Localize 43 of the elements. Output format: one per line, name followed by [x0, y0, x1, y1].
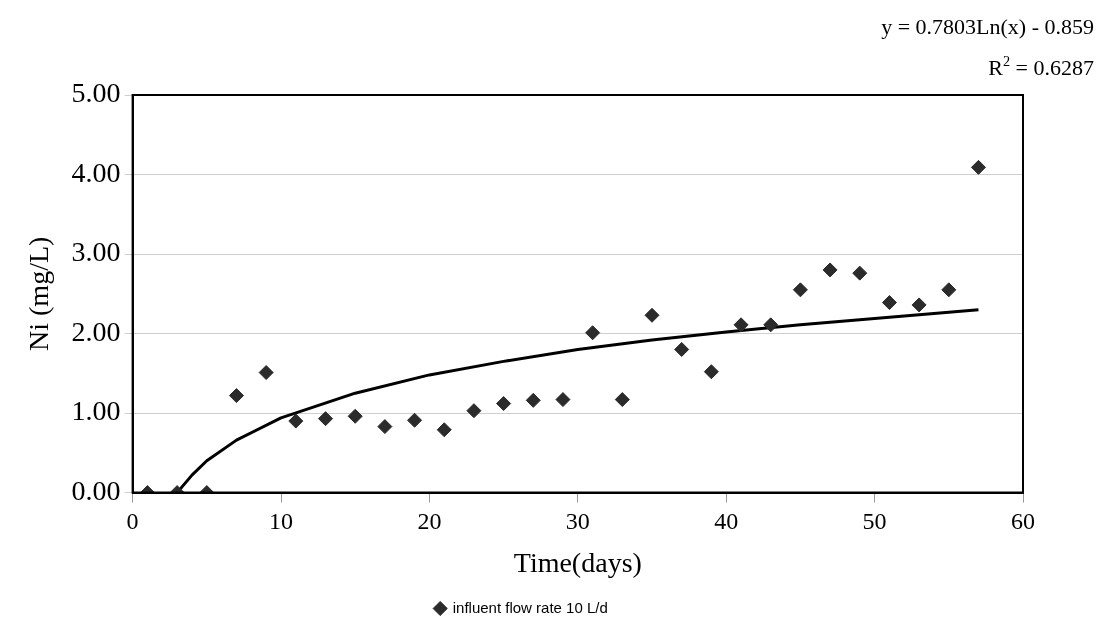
point: [436, 422, 452, 438]
point: [614, 392, 630, 408]
point: [674, 341, 690, 357]
point: [585, 325, 601, 341]
x-tick-label: 30: [565, 508, 590, 535]
y-axis-title: Ni (mg/L): [23, 236, 55, 351]
point: [258, 365, 274, 381]
x-tick-label: 50: [862, 508, 887, 535]
point: [970, 159, 986, 175]
text: y = 0.7803Ln(x) - 0.859: [881, 14, 1094, 39]
y-tick-label: 1.00: [71, 395, 121, 427]
y-tick-label: 5.00: [71, 77, 121, 109]
point: [703, 364, 719, 380]
point: [644, 307, 660, 323]
x-axis-title: Time(days): [513, 546, 642, 578]
point: [466, 403, 482, 419]
point: [407, 412, 423, 428]
point: [911, 297, 927, 313]
point: [525, 392, 541, 408]
x-tick-label: 0: [126, 508, 139, 535]
point: [496, 396, 512, 412]
point: [852, 265, 868, 281]
point: [763, 317, 779, 333]
point: [318, 411, 334, 427]
point: [881, 295, 897, 311]
point: [733, 317, 749, 333]
x-tick-label: 10: [269, 508, 293, 535]
point: [347, 408, 363, 424]
point: [941, 282, 957, 298]
x-tick-label: 40: [714, 508, 739, 535]
y-tick-label: 0.00: [71, 474, 121, 506]
y-tick-label: 3.00: [71, 236, 121, 268]
point: [792, 282, 808, 298]
point: [822, 262, 838, 278]
legend-label: influent flow rate 10 L/d: [452, 598, 608, 616]
point: [377, 419, 393, 435]
y-tick-label: 2.00: [71, 315, 121, 347]
y-tick-label: 4.00: [71, 156, 121, 188]
x-tick-label: 60: [1011, 508, 1035, 535]
x-tick-label: 20: [417, 508, 442, 535]
point: [228, 388, 244, 404]
point: [555, 392, 571, 408]
point: [288, 413, 304, 429]
